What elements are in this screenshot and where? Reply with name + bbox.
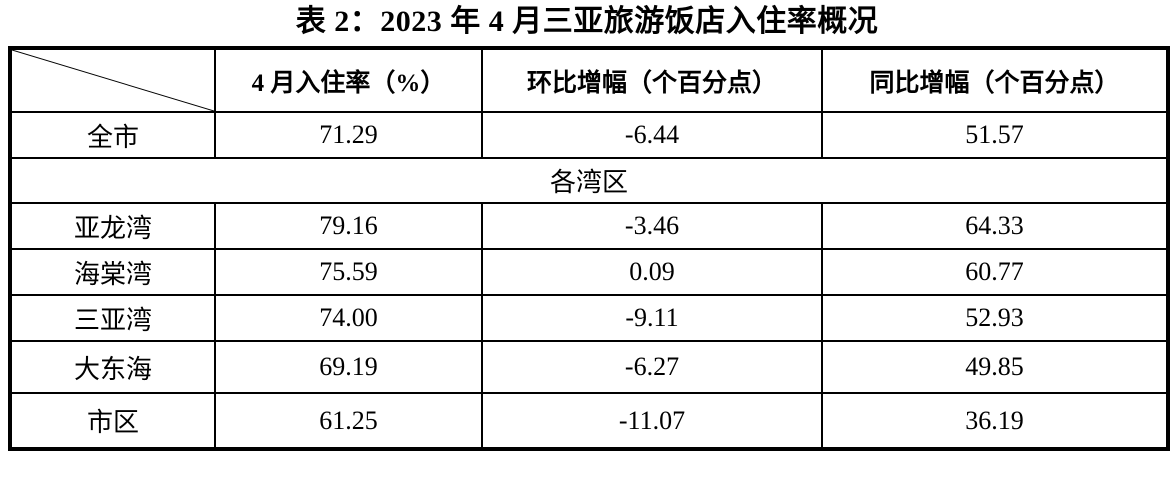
section-label: 各湾区 (9, 157, 1169, 204)
cell-april-rate: 74.00 (214, 294, 483, 342)
table-row-yalong-bay: 亚龙湾 79.16 -3.46 64.33 (9, 202, 1169, 250)
diagonal-line-icon (12, 50, 214, 111)
cell-mom-change: -3.46 (481, 202, 823, 250)
table-header: 4 月入住率（%） 环比增幅（个百分点） 同比增幅（个百分点） (9, 47, 1169, 113)
cell-mom-change: -9.11 (481, 294, 823, 342)
cell-april-rate: 69.19 (214, 340, 483, 394)
table-title: 表 2：2023 年 4 月三亚旅游饭店入住率概况 (295, 5, 879, 38)
cell-april-rate: 61.25 (214, 392, 483, 450)
row-label: 大东海 (9, 340, 216, 394)
header-row: 4 月入住率（%） 环比增幅（个百分点） 同比增幅（个百分点） (9, 47, 1169, 113)
cell-yoy-change: 51.57 (821, 111, 1169, 159)
row-label: 市区 (9, 392, 216, 450)
table-row-haitang-bay: 海棠湾 75.59 0.09 60.77 (9, 248, 1169, 296)
cell-mom-change: -6.44 (481, 111, 823, 159)
column-header-mom-change: 环比增幅（个百分点） (481, 47, 823, 113)
section-row-bays: 各湾区 (9, 157, 1169, 204)
cell-mom-change: -11.07 (481, 392, 823, 450)
row-label: 海棠湾 (9, 248, 216, 296)
occupancy-table: 4 月入住率（%） 环比增幅（个百分点） 同比增幅（个百分点） 全市 71.29… (8, 46, 1170, 451)
column-header-yoy-change: 同比增幅（个百分点） (821, 47, 1169, 113)
cell-april-rate: 79.16 (214, 202, 483, 250)
cell-mom-change: 0.09 (481, 248, 823, 296)
cell-yoy-change: 52.93 (821, 294, 1169, 342)
cell-yoy-change: 36.19 (821, 392, 1169, 450)
row-label: 三亚湾 (9, 294, 216, 342)
cell-yoy-change: 60.77 (821, 248, 1169, 296)
row-label: 全市 (9, 111, 216, 159)
row-label: 亚龙湾 (9, 202, 216, 250)
cell-mom-change: -6.27 (481, 340, 823, 394)
cell-yoy-change: 49.85 (821, 340, 1169, 394)
column-header-april-rate: 4 月入住率（%） (214, 47, 483, 113)
corner-header-cell (9, 47, 216, 113)
table-row-dadonghai: 大东海 69.19 -6.27 49.85 (9, 340, 1169, 394)
table-row-urban-area: 市区 61.25 -11.07 36.19 (9, 392, 1169, 450)
cell-yoy-change: 64.33 (821, 202, 1169, 250)
cell-april-rate: 75.59 (214, 248, 483, 296)
cell-april-rate: 71.29 (214, 111, 483, 159)
table-row-citywide: 全市 71.29 -6.44 51.57 (9, 111, 1169, 159)
table-body: 全市 71.29 -6.44 51.57 各湾区 亚龙湾 79.16 -3.46… (9, 111, 1169, 450)
table-row-sanya-bay: 三亚湾 74.00 -9.11 52.93 (9, 294, 1169, 342)
